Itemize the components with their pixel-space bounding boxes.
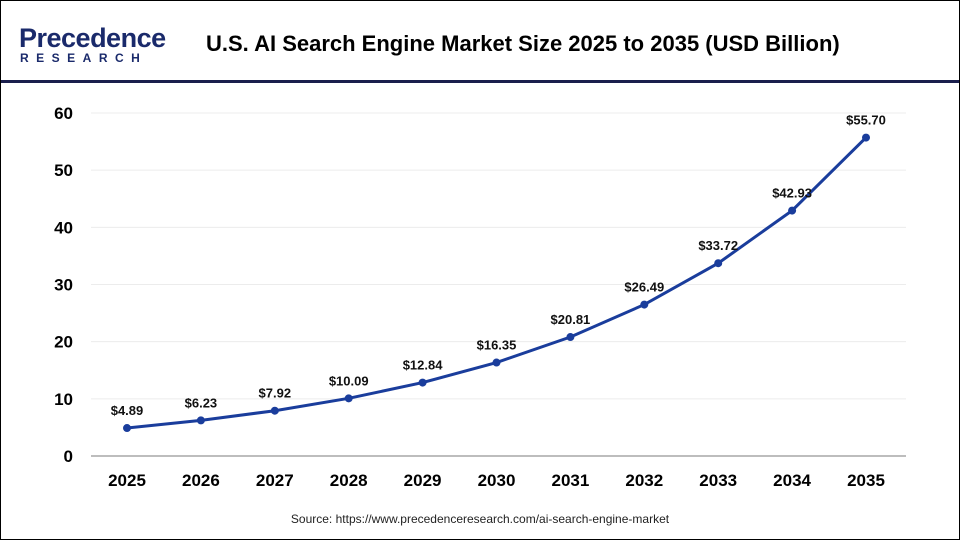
data-label: $16.35 [477,338,517,353]
x-tick-label: 2034 [773,471,811,490]
x-tick-label: 2030 [478,471,516,490]
y-tick-label: 50 [54,161,73,180]
x-tick-label: 2035 [847,471,885,490]
data-point [196,416,205,425]
header-divider [1,80,959,83]
data-label: $26.49 [624,280,664,295]
data-point [418,378,427,387]
data-label: $12.84 [403,358,444,373]
data-point [492,358,501,367]
chart-title: U.S. AI Search Engine Market Size 2025 t… [206,31,840,56]
data-point [270,406,279,415]
data-label: $42.93 [772,186,812,201]
data-label: $6.23 [185,395,218,410]
x-tick-label: 2033 [699,471,737,490]
data-label: $10.09 [329,373,369,388]
data-point [714,259,723,268]
data-label: $33.72 [698,238,738,253]
data-label: $4.89 [111,403,144,418]
y-tick-label: 10 [54,390,73,409]
x-tick-label: 2029 [404,471,442,490]
precedence-research-logo: Precedence RESEARCH [17,23,166,65]
data-point [344,394,353,403]
logo-text: Precedence [19,23,166,53]
x-tick-label: 2027 [256,471,294,490]
data-point [640,300,649,309]
x-tick-label: 2032 [625,471,663,490]
data-label: $7.92 [259,386,292,401]
series-line [126,136,868,430]
x-tick-label: 2028 [330,471,368,490]
y-tick-label: 30 [54,276,73,295]
x-tick-label: 2026 [182,471,220,490]
data-label: $20.81 [551,312,591,327]
data-point [123,424,131,433]
logo-subtext: RESEARCH [20,51,148,65]
source-text: Source: https://www.precedenceresearch.c… [290,512,670,526]
data-point [788,206,797,215]
x-tick-label: 2031 [551,471,589,490]
y-tick-label: 20 [54,333,73,352]
data-point [566,333,575,342]
x-tick-label: 2025 [108,471,146,490]
y-tick-label: 0 [64,447,73,466]
y-tick-label: 60 [54,104,73,123]
y-tick-label: 40 [54,218,73,237]
data-point [862,133,870,142]
data-label: $55.70 [846,113,886,128]
